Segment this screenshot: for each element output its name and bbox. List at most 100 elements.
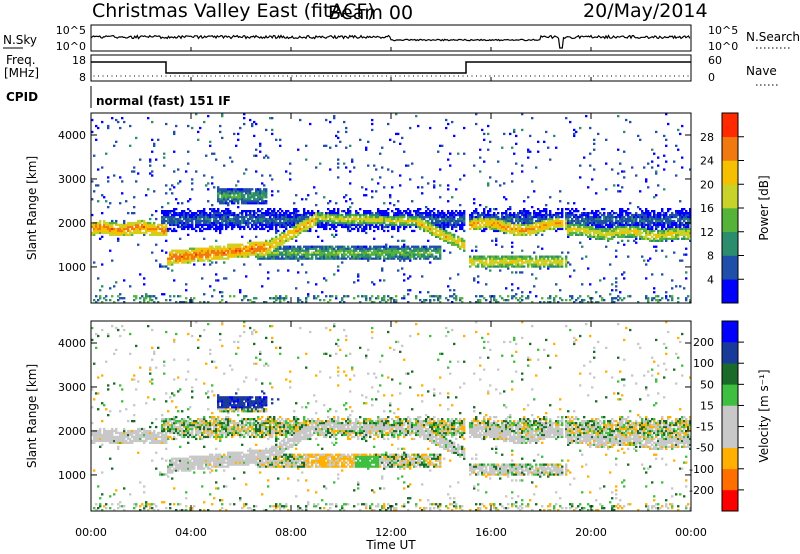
- power-cell: [547, 265, 550, 268]
- power-cell: [571, 233, 574, 236]
- power-cell: [535, 229, 538, 233]
- power-cell: [647, 212, 650, 215]
- power-cell: [125, 225, 128, 229]
- power-cell: [389, 194, 392, 197]
- power-cell: [495, 255, 498, 258]
- power-cell: [475, 295, 478, 298]
- power-cell: [513, 261, 516, 264]
- power-cell: [437, 233, 440, 236]
- power-cell: [421, 253, 424, 256]
- power-cell: [517, 299, 520, 302]
- power-cell: [597, 221, 600, 225]
- power-cell: [231, 198, 234, 201]
- power-cell: [567, 229, 570, 233]
- power-cell: [347, 210, 350, 213]
- power-cell: [261, 253, 264, 256]
- power-cell: [429, 253, 432, 256]
- power-cell: [101, 229, 104, 233]
- power-cell: [595, 217, 598, 221]
- power-cell: [383, 186, 386, 189]
- power-cell: [111, 117, 114, 120]
- power-cell: [225, 277, 228, 280]
- power-cell: [441, 233, 444, 236]
- power-cell: [169, 255, 172, 258]
- power-cell: [241, 225, 244, 229]
- power-cell: [645, 213, 648, 217]
- power-cell: [235, 196, 238, 199]
- power-cell: [463, 223, 466, 227]
- power-cell: [223, 213, 226, 217]
- power-cell: [277, 297, 280, 300]
- power-cell: [495, 225, 498, 229]
- power-cell: [495, 261, 498, 264]
- power-cell: [247, 192, 250, 195]
- power-cell: [167, 261, 170, 264]
- power-cell: [313, 217, 316, 221]
- power-cell: [647, 186, 650, 189]
- power-cell: [463, 221, 466, 225]
- power-cell: [321, 219, 324, 223]
- power-cell: [423, 215, 426, 219]
- power-cell: [557, 223, 560, 227]
- power-cell: [237, 132, 240, 136]
- power-cell: [103, 196, 106, 199]
- power-cell: [615, 289, 618, 292]
- power-cell: [581, 213, 584, 217]
- power-cell: [201, 255, 204, 258]
- power-cell: [601, 229, 604, 233]
- power-cell: [329, 295, 332, 298]
- power-cell: [543, 208, 546, 211]
- power-cell: [531, 215, 534, 219]
- power-cell: [349, 206, 352, 209]
- power-cell: [191, 249, 194, 252]
- power-cell: [351, 223, 354, 227]
- power-cell: [173, 217, 176, 221]
- power-cell: [553, 219, 556, 223]
- power-cell: [365, 217, 368, 221]
- power-cell: [521, 261, 524, 264]
- power-cell: [369, 221, 372, 225]
- power-cell: [175, 213, 178, 217]
- power-cell: [255, 253, 258, 256]
- power-cell: [263, 192, 266, 195]
- power-cell: [269, 212, 272, 215]
- power-cell: [171, 251, 174, 254]
- power-cell: [325, 118, 328, 122]
- power-cell: [107, 126, 110, 130]
- power-cell: [271, 257, 274, 260]
- power-cell: [429, 229, 432, 233]
- power-cell: [625, 235, 628, 238]
- power-cell: [595, 223, 598, 227]
- power-cell: [225, 196, 228, 199]
- power-cell: [315, 245, 318, 248]
- power-cell: [307, 293, 310, 296]
- power-cell: [155, 217, 158, 221]
- power-cell: [229, 192, 232, 195]
- power-cell: [203, 223, 206, 227]
- power-cell: [421, 213, 424, 217]
- power-cell: [171, 217, 174, 221]
- power-cell: [475, 223, 478, 227]
- power-cell: [429, 245, 432, 248]
- power-cell: [607, 217, 610, 221]
- power-cell: [421, 186, 424, 189]
- power-cell: [139, 301, 142, 303]
- power-cell: [297, 233, 300, 236]
- power-cell: [489, 259, 492, 262]
- power-cell: [333, 223, 336, 227]
- power-cell: [489, 217, 492, 221]
- power-cell: [629, 235, 632, 238]
- power-cell: [419, 212, 422, 215]
- power-cell: [527, 261, 530, 264]
- power-cell: [369, 297, 372, 300]
- power-cell: [385, 225, 388, 229]
- power-cell: [301, 257, 304, 260]
- power-cell: [559, 219, 562, 223]
- power-cell: [453, 241, 456, 244]
- power-cell: [399, 184, 402, 187]
- power-cell: [293, 208, 296, 211]
- power-cell: [315, 253, 318, 256]
- power-cell: [473, 215, 476, 219]
- power-cell: [169, 251, 172, 254]
- power-cell: [221, 217, 224, 221]
